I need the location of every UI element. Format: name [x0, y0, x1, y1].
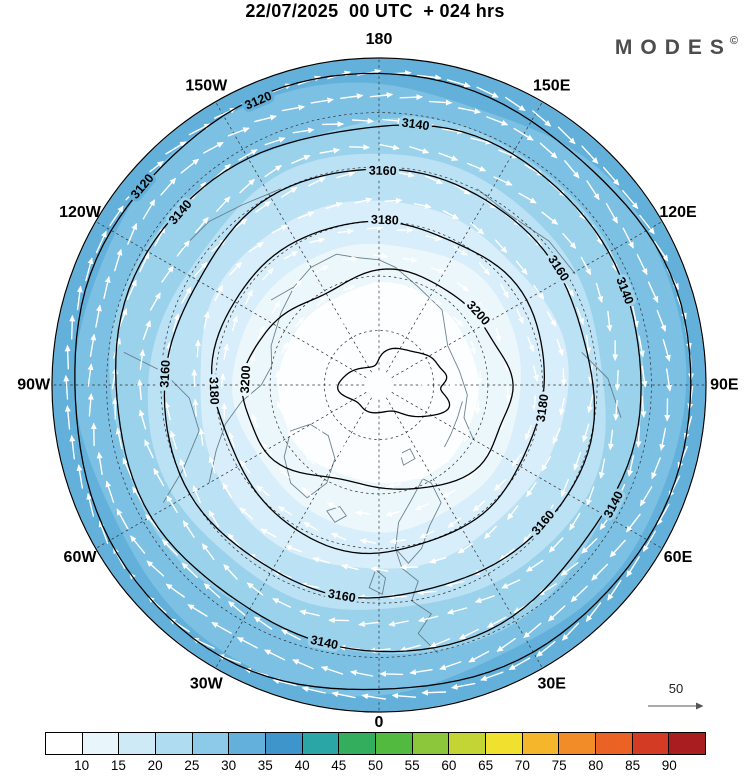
colorbar-tick-label: 30 [221, 758, 237, 773]
colorbar-segment [265, 733, 302, 754]
wind-scale-legend: 50 [648, 681, 704, 710]
longitude-label: 120E [659, 204, 697, 221]
longitude-label: 60E [664, 549, 693, 566]
colorbar-segment [595, 733, 632, 754]
colorbar-tick-label: 60 [441, 758, 457, 773]
colorbar-segment [118, 733, 156, 754]
longitude-label: 90W [17, 377, 51, 394]
colorbar-tick-label: 45 [331, 758, 347, 773]
colorbar-tick-label: 75 [551, 758, 567, 773]
colorbar-segment [155, 733, 192, 754]
longitude-label: 120W [59, 204, 102, 221]
colorbar-segments [45, 732, 706, 755]
longitude-label: 150E [533, 78, 571, 95]
colorbar-tick-label: 10 [74, 758, 90, 773]
colorbar-tick-label: 85 [625, 758, 641, 773]
longitude-label: 30E [537, 676, 566, 693]
colorbar-tick-label: 35 [257, 758, 273, 773]
longitude-label: 0 [375, 714, 384, 730]
contour-label: 3180 [207, 377, 222, 405]
colorbar-segment [411, 733, 449, 754]
colorbar-segment [485, 733, 522, 754]
colorbar-segment [338, 733, 376, 754]
polar-map: 3120312031403140314031403140316031603160… [17, 31, 739, 730]
contour-label: 3160 [369, 164, 397, 178]
longitude-label: 60W [64, 549, 98, 566]
colorbar-segment [448, 733, 486, 754]
colorbar-segment [228, 733, 266, 754]
colorbar-segment [191, 733, 229, 754]
colorbar-tick-label: 65 [478, 758, 494, 773]
longitude-label: 180 [366, 31, 393, 48]
colorbar-segment [668, 733, 706, 754]
map-outline [51, 57, 707, 713]
copyright-mark: © [729, 35, 738, 47]
colorbar-tick-label: 80 [588, 758, 604, 773]
contour-label: 3180 [371, 213, 399, 228]
colorbar-segment [81, 733, 119, 754]
colorbar-segment [375, 733, 412, 754]
colorbar-tick-label: 20 [147, 758, 163, 773]
colorbar: 10 15 20 25 30 35 40 45 50 55 60 65 70 75 80 85 90 [45, 732, 706, 776]
longitude-label: 150W [185, 78, 228, 95]
modes-logo: MODES© [614, 35, 738, 60]
colorbar-segment [46, 733, 82, 754]
graticule [52, 58, 706, 712]
colorbar-tick-labels: 10 15 20 25 30 35 40 45 50 55 60 65 70 75 80 85 90 [45, 758, 706, 776]
longitude-labels: 180 150E 120E 90E 60E 30E 0 30W 60W 90W 120W 150W [17, 31, 739, 730]
height-contours [74, 72, 692, 691]
colorbar-tick-label: 40 [294, 758, 310, 773]
colorbar-tick-label: 55 [404, 758, 420, 773]
colorbar-segment [301, 733, 339, 754]
colorbar-tick-label: 70 [514, 758, 530, 773]
shading-bands [52, 58, 706, 712]
colorbar-tick-label: 25 [184, 758, 200, 773]
chart-title: 22/07/2025 00 UTC + 024 hrs [245, 1, 505, 21]
colorbar-tick-label: 90 [661, 758, 677, 773]
wind-scale-value: 50 [669, 681, 683, 696]
longitude-label: 30W [190, 676, 224, 693]
contour-label: 3160 [157, 360, 172, 389]
colorbar-segment [631, 733, 669, 754]
longitude-label: 90E [710, 377, 739, 394]
modes-logo-text: MODES [614, 36, 732, 59]
colorbar-tick-label: 15 [110, 758, 126, 773]
contour-label: 3200 [238, 365, 253, 394]
colorbar-tick-label: 50 [367, 758, 384, 773]
colorbar-segment [558, 733, 596, 754]
colorbar-segment [521, 733, 559, 754]
